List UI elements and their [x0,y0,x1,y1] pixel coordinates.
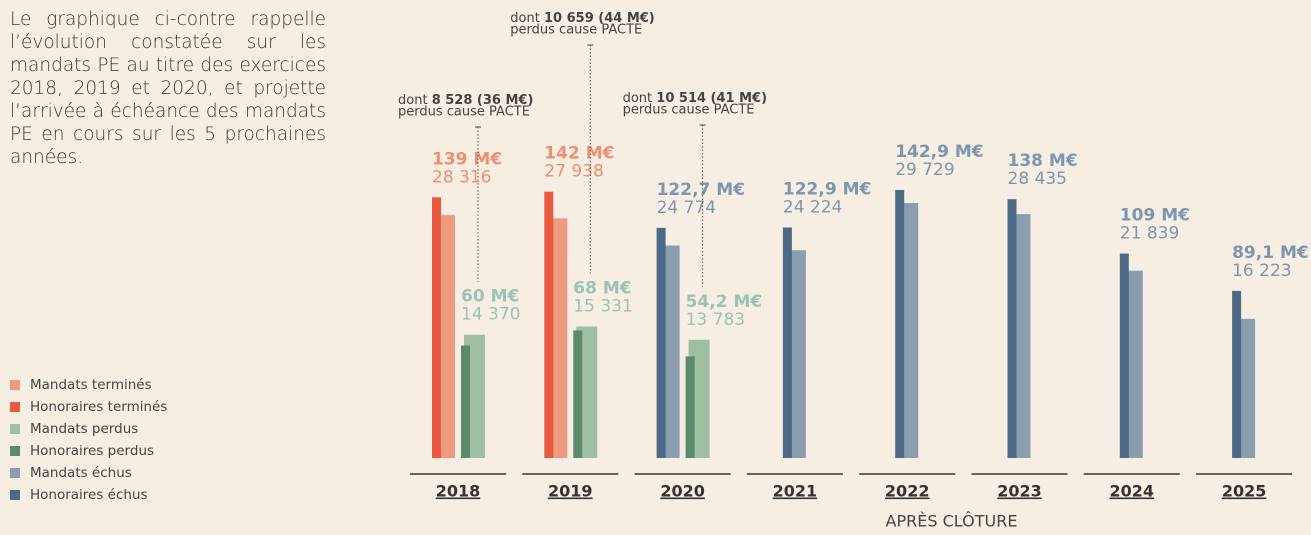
x-tick-label: 2020 [660,482,705,501]
annotation-bold: 8 528 (36 M€) [432,93,534,108]
value-label-count: 13 783 [686,310,745,330]
bar [544,191,554,458]
legend-swatch [10,402,20,412]
x-tick-label: 2023 [997,482,1042,501]
value-label-fees: 68 M€ [573,278,631,298]
legend-swatch [10,490,20,500]
legend-label: Honoraires échus [30,487,148,503]
bar [685,356,695,458]
value-label-count: 16 223 [1232,261,1291,281]
value-label-count: 24 774 [657,198,716,218]
annotation-prefix: dont [398,93,432,108]
legend-label: Honoraires terminés [30,399,167,415]
annotation-text: perdus cause PACTE [623,103,755,118]
value-label-fees: 142,9 M€ [895,142,983,162]
x-tick-label: 2019 [548,482,593,501]
annotation-bold: 10 514 (41 M€) [656,91,767,106]
bar [782,227,792,458]
x-tick-label: 2025 [1222,482,1267,501]
legend-swatch [10,424,20,434]
value-label-count: 28 435 [1008,169,1067,189]
legend-swatch [10,380,20,390]
value-label-count: 27 938 [544,162,603,182]
x-tick-label: 2022 [885,482,930,501]
value-label-count: 14 370 [461,305,520,325]
value-label-count: 28 316 [432,167,491,187]
value-label-fees: 54,2 M€ [686,292,763,312]
x-tick-label: 2024 [1110,482,1155,501]
x-tick-label: 2018 [436,482,481,501]
annotation-prefix: dont [510,11,544,26]
value-label-count: 21 839 [1120,224,1179,244]
value-label-fees: 122,7 M€ [657,180,745,200]
value-label-count: 15 331 [573,296,632,316]
legend-label: Mandats échus [30,465,132,481]
value-label-count: 24 224 [783,198,842,218]
bar [1119,253,1129,458]
legend-label: Mandats terminés [30,377,152,393]
value-label-fees: 142 M€ [544,144,614,164]
value-label-fees: 138 M€ [1008,151,1078,171]
value-label-fees: 139 M€ [432,149,502,169]
bar [432,197,441,458]
group-label: APRÈS CLÔTURE [886,512,1018,531]
x-tick-label: 2021 [773,482,818,501]
annotation-bold: 10 659 (44 M€) [544,11,655,26]
annotation-text: perdus cause PACTE [510,23,642,38]
annotation: dont 10 514 (41 M€) [623,91,767,106]
legend-label: Mandats perdus [30,421,138,437]
annotation-prefix: dont [623,91,657,106]
bar [1007,199,1017,458]
value-label-count: 29 729 [895,160,954,180]
bar [573,330,583,458]
legend-swatch [10,468,20,478]
value-label-fees: 109 M€ [1120,206,1190,226]
bar [1232,290,1242,458]
value-label-fees: 122,9 M€ [783,180,871,200]
value-label-fees: 89,1 M€ [1232,243,1309,263]
legend-label: Honoraires perdus [30,443,154,459]
value-label-fees: 60 M€ [461,287,519,307]
bar [895,190,905,458]
bar [461,345,470,458]
annotation: dont 8 528 (36 M€) [398,93,533,108]
intro-text: Le graphique ci-contre rappelle l’évolut… [10,9,326,168]
annotation: dont 10 659 (44 M€) [510,11,654,26]
annotation-text: perdus cause PACTE [398,105,530,120]
bar [656,227,666,458]
legend-swatch [10,446,20,456]
